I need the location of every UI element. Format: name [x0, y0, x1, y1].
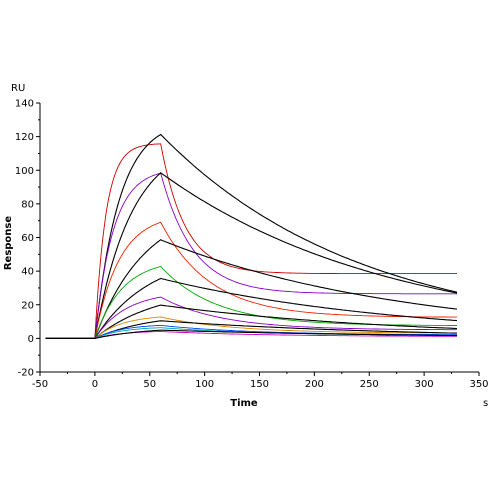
series-curve-3 — [45, 172, 457, 339]
y-tick-label: 140 — [15, 99, 34, 110]
series-curve-6 — [45, 239, 458, 339]
series-curve-5 — [45, 221, 457, 339]
y-tick-label: 120 — [15, 132, 34, 143]
series-curve-12 — [45, 320, 457, 339]
y-tick-label: 60 — [21, 233, 34, 244]
y-axis-label: Response — [3, 216, 14, 271]
x-tick-label: 100 — [195, 379, 214, 390]
y-tick-label: 100 — [15, 166, 34, 177]
series-curve-2 — [45, 133, 458, 339]
x-tick-label: -50 — [32, 379, 48, 390]
x-tick-label: 350 — [469, 379, 488, 390]
series-curve-7 — [45, 265, 457, 339]
series-curve-9 — [45, 296, 457, 339]
y-tick-label: 40 — [21, 267, 34, 278]
y-tick-label: -20 — [18, 368, 34, 379]
y-axis-unit: RU — [11, 83, 25, 94]
y-tick-label: 0 — [28, 334, 34, 345]
y-axis-ticks: -20 0 20 40 60 80 100 120 140 — [15, 99, 40, 379]
x-tick-label: 150 — [250, 379, 269, 390]
series-curve-16 — [45, 329, 457, 339]
x-tick-label: 50 — [143, 379, 156, 390]
x-tick-label: 300 — [415, 379, 434, 390]
x-axis-label: Time — [230, 398, 258, 409]
x-tick-label: 250 — [360, 379, 379, 390]
series-curve-4 — [45, 172, 458, 339]
series-curve-11 — [45, 316, 457, 339]
y-tick-label: 20 — [21, 300, 34, 311]
x-axis-ticks: -50 0 50 100 150 200 250 300 350 — [32, 372, 489, 390]
series-curve-8 — [45, 277, 458, 339]
x-tick-label: 0 — [92, 379, 98, 390]
series-curve-1 — [45, 143, 457, 339]
x-tick-label: 200 — [305, 379, 324, 390]
series-layer — [45, 133, 458, 339]
x-axis-unit: s — [483, 398, 488, 409]
series-curve-10 — [45, 304, 458, 339]
y-tick-label: 80 — [21, 199, 34, 210]
